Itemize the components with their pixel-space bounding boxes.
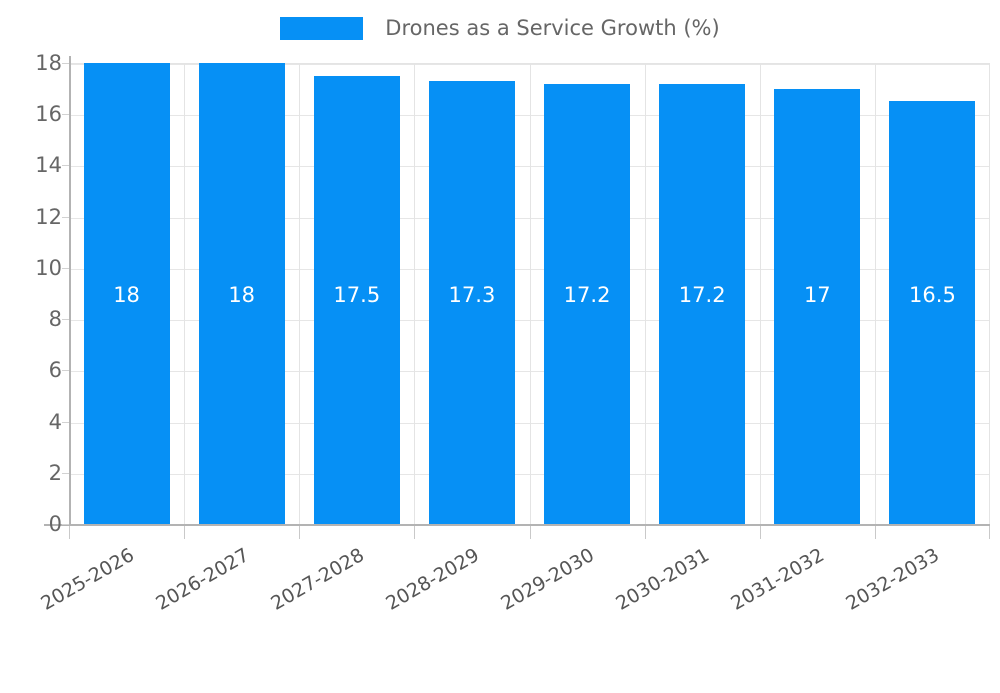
gridline-vertical bbox=[530, 64, 531, 524]
bar-value-label: 16.5 bbox=[909, 283, 956, 307]
bar-slot: 17.2 bbox=[530, 63, 645, 524]
gridline-horizontal bbox=[69, 320, 989, 322]
y-axis-tick-label: 16 bbox=[35, 102, 62, 127]
y-axis-tick-mark bbox=[62, 319, 69, 321]
bar-value-label: 18 bbox=[228, 283, 256, 307]
y-axis-line bbox=[69, 56, 71, 526]
y-axis-tick-label: 0 bbox=[48, 512, 62, 536]
bar-value-label: 17.5 bbox=[333, 283, 381, 307]
x-axis-tick-mark bbox=[989, 526, 990, 539]
gridline-horizontal bbox=[69, 268, 989, 270]
bar-slot: 17 bbox=[760, 63, 875, 524]
bar-series-drones-as-a-service-growth: 18 18 17.5 17.3 17.2 17.2 17 16.5 bbox=[69, 63, 990, 524]
gridline-horizontal bbox=[69, 115, 989, 117]
x-axis-tick-label: 2026-2027 bbox=[151, 544, 253, 615]
gridline-horizontal bbox=[69, 166, 989, 168]
bar-slot: 18 bbox=[184, 63, 299, 524]
y-axis-tick-mark bbox=[62, 114, 69, 116]
x-axis-tick-mark bbox=[530, 526, 531, 539]
bar-value-label: 17.2 bbox=[563, 283, 611, 307]
bar[interactable] bbox=[774, 88, 861, 524]
y-axis-tick-mark bbox=[62, 472, 69, 474]
bar[interactable] bbox=[83, 63, 170, 524]
y-axis-tick-label: 14 bbox=[35, 153, 62, 178]
bar[interactable] bbox=[659, 83, 746, 524]
bar[interactable] bbox=[313, 75, 400, 524]
y-axis-tick-label: 6 bbox=[48, 358, 62, 383]
x-axis-ticks: 2025-2026 2026-2027 2027-2028 2028-2029 2029… bbox=[37, 526, 990, 615]
x-axis-tick-mark bbox=[414, 526, 415, 539]
gridline-vertical bbox=[299, 64, 300, 524]
gridline-horizontal bbox=[69, 371, 989, 373]
y-axis-tick-mark bbox=[62, 216, 69, 218]
y-axis-tick-label: 4 bbox=[48, 409, 62, 434]
y-axis-ticks: 0 2 4 6 8 10 12 14 16 18 bbox=[0, 51, 69, 536]
x-axis-tick-mark bbox=[760, 526, 761, 539]
legend-swatch-icon bbox=[280, 16, 364, 40]
y-axis-tick-label: 18 bbox=[35, 51, 62, 75]
x-axis-tick-mark bbox=[875, 526, 876, 539]
bar-slot: 17.2 bbox=[645, 63, 760, 524]
bar-slot: 16.5 bbox=[875, 63, 990, 524]
gridline-vertical bbox=[875, 64, 876, 524]
x-axis-tick-label: 2027-2028 bbox=[267, 544, 368, 615]
bar[interactable] bbox=[198, 63, 285, 524]
gridline-vertical bbox=[760, 64, 761, 524]
x-axis-tick-mark bbox=[69, 526, 70, 539]
x-axis-tick-label: 2032-2033 bbox=[842, 544, 944, 615]
y-axis-tick-mark bbox=[62, 63, 69, 64]
gridline-vertical bbox=[184, 64, 185, 524]
y-axis-tick-label: 2 bbox=[48, 460, 62, 485]
gridline-horizontal bbox=[69, 64, 989, 65]
y-axis-tick-label: 12 bbox=[35, 204, 62, 229]
y-axis-tick-mark bbox=[62, 165, 69, 167]
x-axis-tick-mark bbox=[299, 526, 300, 539]
gridline-vertical bbox=[645, 64, 646, 524]
bar[interactable] bbox=[428, 80, 515, 524]
chart-legend: Drones as a Service Growth (%) bbox=[0, 10, 1000, 46]
gridline-horizontal bbox=[69, 473, 989, 475]
x-axis-tick-mark bbox=[645, 526, 646, 539]
y-axis-tick-mark bbox=[62, 267, 69, 269]
x-axis-line bbox=[44, 524, 990, 526]
gridline-vertical bbox=[414, 64, 415, 524]
y-axis-tick-mark bbox=[62, 524, 69, 525]
bar-value-label: 17 bbox=[803, 283, 831, 307]
y-axis-tick-label: 8 bbox=[48, 307, 62, 332]
x-axis-tick-mark bbox=[184, 526, 185, 539]
y-axis-tick-label: 10 bbox=[35, 255, 62, 280]
legend-item-label: Drones as a Service Growth (%) bbox=[385, 15, 720, 40]
gridline-horizontal bbox=[69, 217, 989, 219]
x-axis-tick-label: 2028-2029 bbox=[382, 544, 483, 615]
bar-value-label: 17.2 bbox=[678, 283, 726, 307]
gridline-horizontal bbox=[69, 422, 989, 424]
bar-slot: 18 bbox=[69, 63, 184, 524]
y-axis-tick-mark bbox=[62, 421, 69, 423]
bar-slot: 17.5 bbox=[299, 63, 414, 524]
bar-slot: 17.3 bbox=[414, 63, 529, 524]
bar[interactable] bbox=[889, 101, 976, 524]
y-axis-tick-mark bbox=[62, 370, 69, 372]
bar-value-label: 18 bbox=[113, 283, 140, 307]
bar[interactable] bbox=[544, 83, 631, 524]
bar-chart: Drones as a Service Growth (%) 0 2 4 6 8 10 12… bbox=[0, 10, 1000, 615]
bar-value-label: 17.3 bbox=[448, 283, 496, 307]
legend-item-drones-as-a-service-growth[interactable]: Drones as a Service Growth (%) bbox=[280, 15, 720, 40]
